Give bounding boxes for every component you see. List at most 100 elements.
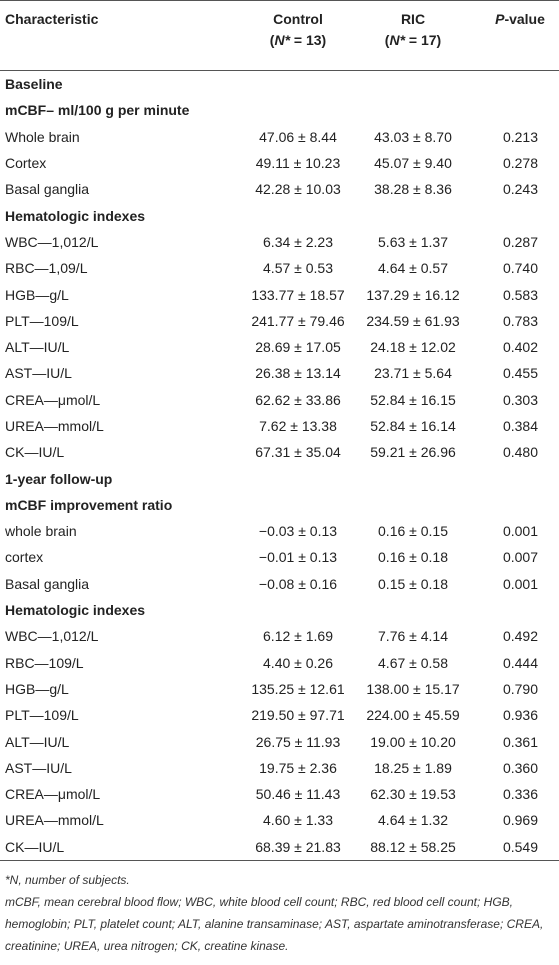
header-text: Control xyxy=(273,11,323,27)
p-value: 0.361 xyxy=(502,733,539,750)
ric-value: 0.16 ± 0.18 xyxy=(378,549,448,566)
p-value: 0.303 xyxy=(502,391,539,408)
control-value: 26.38 ± 13.14 xyxy=(255,365,341,382)
control-value: 50.46 ± 11.43 xyxy=(255,786,341,803)
section-heading: Baseline xyxy=(5,76,63,93)
footnotes: *N, number of subjects. mCBF, mean cereb… xyxy=(0,869,559,957)
p-value: 0.243 xyxy=(502,181,539,198)
header-text: = 17) xyxy=(405,32,442,48)
control-value: 47.06 ± 8.44 xyxy=(259,128,337,145)
section-heading: 1-year follow-up xyxy=(5,470,113,487)
ric-value: 4.64 ± 1.32 xyxy=(378,812,448,829)
header-text: -value xyxy=(504,11,545,27)
ric-value: 224.00 ± 45.59 xyxy=(366,707,460,724)
control-value: 42.28 ± 10.03 xyxy=(255,181,341,198)
control-value: 67.31 ± 35.04 xyxy=(255,444,341,461)
control-value: 26.75 ± 11.93 xyxy=(255,733,341,750)
ric-value: 19.00 ± 10.20 xyxy=(370,733,456,750)
ric-value: 137.29 ± 16.12 xyxy=(366,286,460,303)
ric-value: 62.30 ± 19.53 xyxy=(370,786,456,803)
header-text: = 13) xyxy=(290,32,327,48)
control-value: 4.57 ± 0.53 xyxy=(263,260,333,277)
p-value: 0.740 xyxy=(502,260,539,277)
p-value: 0.549 xyxy=(502,838,539,855)
p-value: 0.480 xyxy=(502,444,539,461)
data-row: CREA—μmol/L 62.62 ± 33.86 52.84 ± 16.15 0.3… xyxy=(0,387,559,413)
footnote-text: * xyxy=(5,872,10,887)
data-row: WBC—1,012/L 6.34 ± 2.23 5.63 ± 1.37 0.287 xyxy=(0,229,559,255)
control-value: 7.62 ± 13.38 xyxy=(259,418,337,434)
row-label: UREA—mmol/L xyxy=(5,812,104,829)
control-value: 28.69 ± 17.05 xyxy=(255,339,341,356)
header-text: RIC xyxy=(400,11,426,27)
p-value: 0.783 xyxy=(502,312,539,329)
data-row: Basal ganglia 42.28 ± 10.03 38.28 ± 8.36 0.… xyxy=(0,176,559,202)
control-value: 135.25 ± 12.61 xyxy=(251,680,345,697)
p-value: 0.213 xyxy=(502,128,539,145)
row-label: HGB—g/L xyxy=(5,286,69,303)
data-row: PLT—109/L 219.50 ± 97.71 224.00 ± 45.59 0.9… xyxy=(0,702,559,728)
footnote-text: , number of subjects. xyxy=(18,872,130,887)
data-row: RBC—109/L 4.40 ± 0.26 4.67 ± 0.58 0.444 xyxy=(0,650,559,676)
control-value: 4.40 ± 0.26 xyxy=(263,654,333,671)
header-cell: P-value xyxy=(462,1,559,71)
control-value: 49.11 ± 10.23 xyxy=(255,155,341,172)
ric-value: 7.76 ± 4.14 xyxy=(378,628,448,645)
data-row: HGB—g/L 135.25 ± 12.61 138.00 ± 15.17 0.790 xyxy=(0,676,559,702)
row-label: Basal ganglia xyxy=(5,575,90,592)
control-value: −0.08 ± 0.16 xyxy=(258,575,338,592)
control-value: −0.01 ± 0.13 xyxy=(258,549,338,566)
header-text: ( xyxy=(384,32,390,48)
p-value: 0.287 xyxy=(502,233,539,250)
data-row: CK—IU/L 67.31 ± 35.04 59.21 ± 26.96 0.480 xyxy=(0,439,559,465)
p-value: 0.790 xyxy=(502,680,539,697)
row-label: Whole brain xyxy=(5,128,80,145)
row-label: WBC—1,012/L xyxy=(5,233,99,250)
footnote-text: N xyxy=(9,872,19,887)
section-heading: mCBF– ml/100 g per minute xyxy=(5,102,190,119)
data-row: Basal ganglia −0.08 ± 0.16 0.15 ± 0.18 0.00… xyxy=(0,571,559,597)
table-header: Characteristic Control (N* = 13) RIC (N* =… xyxy=(0,0,559,71)
data-row: Whole brain 47.06 ± 8.44 43.03 ± 8.70 0.213 xyxy=(0,124,559,150)
control-value: 4.60 ± 1.33 xyxy=(263,812,333,829)
p-value: 0.583 xyxy=(502,286,539,303)
footnote: *N, number of subjects. xyxy=(5,869,554,891)
row-label: ALT—IU/L xyxy=(5,339,70,356)
header-cell: Characteristic xyxy=(5,11,99,27)
row-label: Basal ganglia xyxy=(5,181,90,198)
ric-value: 234.59 ± 61.93 xyxy=(366,312,460,329)
data-row: PLT—109/L 241.77 ± 79.46 234.59 ± 61.93 0.7… xyxy=(0,308,559,334)
ric-value: 52.84 ± 16.14 xyxy=(370,418,456,434)
control-value: 6.34 ± 2.23 xyxy=(263,233,333,250)
data-row: AST—IU/L 19.75 ± 2.36 18.25 ± 1.89 0.360 xyxy=(0,755,559,781)
table-body: Baseline mCBF– ml/100 g per minute Whole b… xyxy=(0,71,559,861)
data-row: Cortex 49.11 ± 10.23 45.07 ± 9.40 0.278 xyxy=(0,150,559,176)
section-row: 1-year follow-up xyxy=(0,465,559,491)
section-heading: mCBF improvement ratio xyxy=(5,496,173,513)
row-label: UREA—mmol/L xyxy=(5,418,104,434)
footnote: mCBF, mean cerebral blood flow; WBC, whi… xyxy=(5,894,544,953)
row-label: HGB—g/L xyxy=(5,680,69,697)
p-value: 0.278 xyxy=(502,155,539,172)
ric-value: 45.07 ± 9.40 xyxy=(374,155,452,172)
data-row: ALT—IU/L 26.75 ± 11.93 19.00 ± 10.20 0.361 xyxy=(0,728,559,754)
section-row: mCBF improvement ratio xyxy=(0,492,559,518)
ric-value: 18.25 ± 1.89 xyxy=(374,759,452,776)
p-value: 0.492 xyxy=(502,628,539,645)
ric-value: 5.63 ± 1.37 xyxy=(378,233,448,250)
row-label: CK—IU/L xyxy=(5,444,65,461)
header-row: Characteristic Control (N* = 13) RIC (N* =… xyxy=(0,0,559,71)
row-label: PLT—109/L xyxy=(5,312,79,329)
p-value: 0.001 xyxy=(502,523,539,540)
p-value: 0.384 xyxy=(502,418,539,434)
data-row: CREA—μmol/L 50.46 ± 11.43 62.30 ± 19.53 0.3… xyxy=(0,781,559,807)
row-label: whole brain xyxy=(5,523,77,540)
p-value: 0.007 xyxy=(502,549,539,566)
ric-value: 23.71 ± 5.64 xyxy=(374,365,452,382)
data-table: Characteristic Control (N* = 13) RIC (N* =… xyxy=(0,0,559,861)
section-row: Baseline xyxy=(0,71,559,98)
row-label: PLT—109/L xyxy=(5,707,79,724)
ric-value: 43.03 ± 8.70 xyxy=(374,128,452,145)
data-row: CK—IU/L 68.39 ± 21.83 88.12 ± 58.25 0.549 xyxy=(0,834,559,861)
